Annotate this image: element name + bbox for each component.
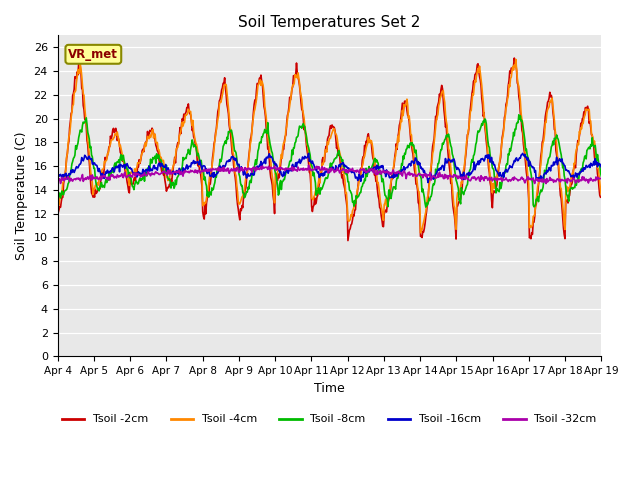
Tsoil -4cm bbox=[412, 162, 419, 168]
Tsoil -2cm bbox=[511, 55, 518, 61]
Tsoil -16cm bbox=[175, 171, 182, 177]
Line: Tsoil -8cm: Tsoil -8cm bbox=[58, 115, 601, 207]
Tsoil -2cm bbox=[597, 194, 605, 200]
Tsoil -8cm bbox=[515, 112, 523, 118]
Tsoil -32cm bbox=[63, 175, 71, 180]
Tsoil -8cm bbox=[204, 193, 211, 199]
Tsoil -16cm bbox=[305, 150, 312, 156]
Tsoil -32cm bbox=[120, 175, 127, 180]
Tsoil -16cm bbox=[54, 171, 61, 177]
Tsoil -4cm bbox=[204, 191, 211, 196]
Tsoil -32cm bbox=[412, 173, 420, 179]
Tsoil -32cm bbox=[54, 173, 61, 179]
Tsoil -32cm bbox=[597, 175, 605, 181]
Tsoil -16cm bbox=[204, 171, 211, 177]
Tsoil -8cm bbox=[175, 172, 182, 178]
Tsoil -4cm bbox=[120, 158, 127, 164]
Tsoil -16cm bbox=[120, 163, 127, 168]
Line: Tsoil -4cm: Tsoil -4cm bbox=[58, 60, 601, 233]
Tsoil -16cm bbox=[63, 176, 71, 182]
Tsoil -4cm bbox=[512, 57, 520, 62]
Tsoil -32cm bbox=[204, 168, 211, 173]
Tsoil -16cm bbox=[412, 156, 420, 161]
Line: Tsoil -16cm: Tsoil -16cm bbox=[58, 153, 601, 182]
Tsoil -32cm bbox=[396, 171, 404, 177]
Tsoil -2cm bbox=[204, 195, 211, 201]
Tsoil -2cm bbox=[396, 120, 404, 125]
Tsoil -8cm bbox=[422, 204, 429, 210]
X-axis label: Time: Time bbox=[314, 382, 345, 395]
Tsoil -32cm bbox=[542, 180, 550, 186]
Tsoil -8cm bbox=[54, 198, 61, 204]
Legend: Tsoil -2cm, Tsoil -4cm, Tsoil -8cm, Tsoil -16cm, Tsoil -32cm: Tsoil -2cm, Tsoil -4cm, Tsoil -8cm, Tsoi… bbox=[58, 410, 601, 429]
Tsoil -8cm bbox=[597, 173, 605, 179]
Tsoil -8cm bbox=[63, 184, 71, 190]
Tsoil -4cm bbox=[417, 230, 424, 236]
Tsoil -2cm bbox=[344, 238, 352, 243]
Line: Tsoil -32cm: Tsoil -32cm bbox=[58, 165, 601, 183]
Tsoil -16cm bbox=[424, 180, 432, 185]
Tsoil -2cm bbox=[120, 157, 127, 163]
Tsoil -32cm bbox=[305, 162, 312, 168]
Title: Soil Temperatures Set 2: Soil Temperatures Set 2 bbox=[238, 15, 420, 30]
Tsoil -8cm bbox=[412, 150, 419, 156]
Tsoil -4cm bbox=[597, 192, 605, 197]
Tsoil -16cm bbox=[396, 169, 404, 175]
Tsoil -8cm bbox=[396, 169, 403, 175]
Line: Tsoil -2cm: Tsoil -2cm bbox=[58, 58, 601, 240]
Tsoil -32cm bbox=[175, 168, 182, 174]
Tsoil -4cm bbox=[54, 204, 61, 209]
Tsoil -2cm bbox=[412, 181, 420, 187]
Tsoil -16cm bbox=[597, 164, 605, 170]
Tsoil -2cm bbox=[175, 141, 182, 147]
Text: VR_met: VR_met bbox=[68, 48, 118, 61]
Tsoil -8cm bbox=[120, 152, 127, 158]
Tsoil -4cm bbox=[175, 141, 182, 146]
Tsoil -2cm bbox=[63, 150, 71, 156]
Y-axis label: Soil Temperature (C): Soil Temperature (C) bbox=[15, 132, 28, 260]
Tsoil -4cm bbox=[396, 129, 403, 134]
Tsoil -2cm bbox=[54, 204, 61, 209]
Tsoil -4cm bbox=[63, 151, 71, 157]
